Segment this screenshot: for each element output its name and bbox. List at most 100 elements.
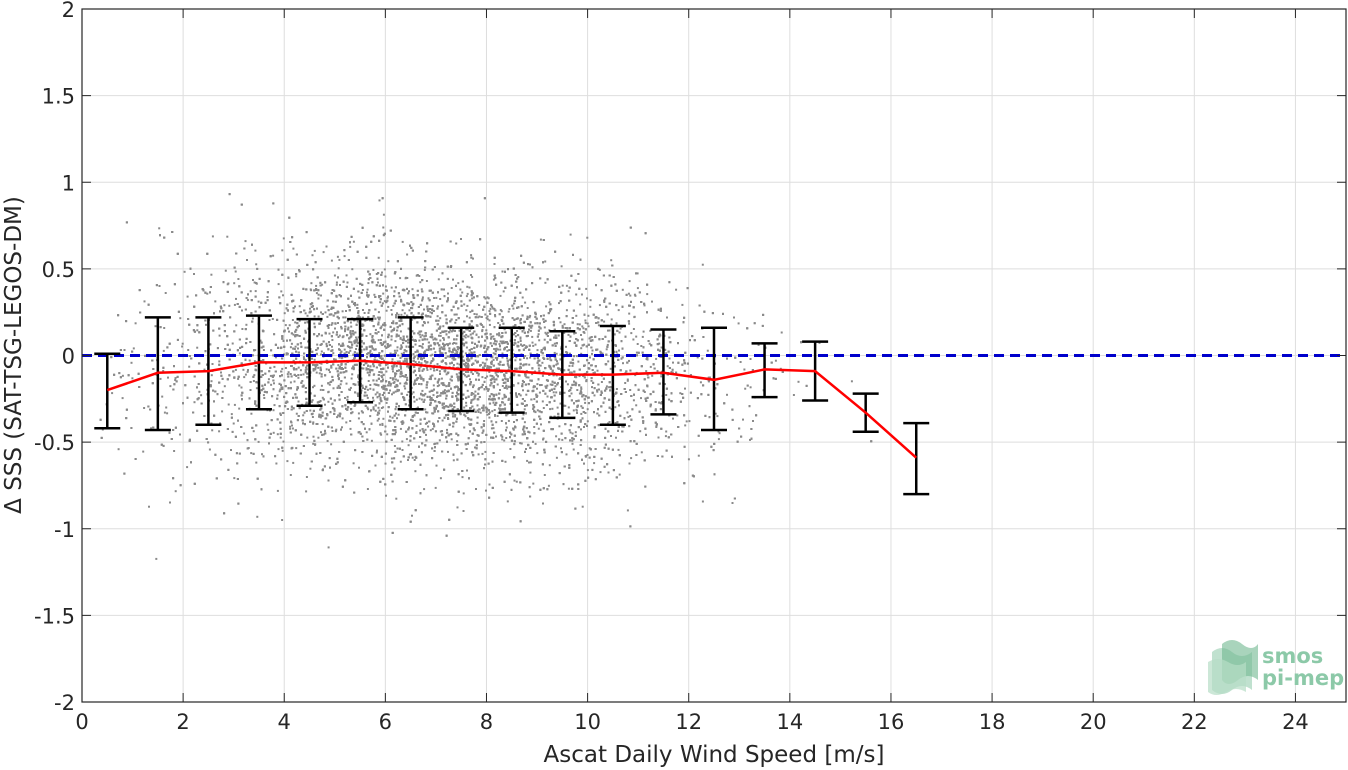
scatter-point	[276, 489, 279, 492]
scatter-point	[302, 414, 305, 417]
scatter-point	[343, 255, 346, 258]
scatter-point	[284, 324, 287, 327]
scatter-point	[587, 325, 590, 328]
scatter-point	[420, 313, 423, 316]
scatter-point	[445, 343, 448, 346]
scatter-point	[386, 296, 389, 299]
scatter-point	[305, 490, 308, 493]
scatter-point	[438, 370, 441, 373]
scatter-point	[456, 440, 459, 443]
scatter-point	[466, 389, 469, 392]
scatter-point	[394, 431, 397, 434]
scatter-point	[465, 309, 468, 312]
scatter-point	[607, 360, 610, 363]
scatter-point	[465, 346, 468, 349]
scatter-point	[424, 408, 427, 411]
scatter-point	[688, 420, 691, 423]
scatter-point	[354, 339, 357, 342]
scatter-point	[494, 315, 497, 318]
scatter-point	[621, 288, 624, 291]
scatter-point	[556, 406, 559, 409]
scatter-point	[490, 427, 493, 430]
scatter-point	[424, 428, 427, 431]
scatter-point	[462, 398, 464, 400]
scatter-point	[544, 281, 547, 284]
scatter-point	[394, 373, 397, 376]
scatter-point	[369, 384, 372, 386]
scatter-point	[589, 356, 591, 359]
scatter-point	[485, 329, 488, 332]
scatter-point	[580, 334, 582, 336]
scatter-point	[507, 397, 510, 400]
scatter-point	[583, 426, 585, 428]
scatter-point	[532, 344, 535, 347]
scatter-point	[419, 429, 422, 432]
scatter-point	[617, 448, 620, 451]
scatter-point	[576, 323, 579, 326]
scatter-point	[467, 418, 470, 421]
scatter-point	[393, 327, 396, 330]
scatter-point	[252, 430, 255, 433]
scatter-point	[319, 366, 322, 369]
scatter-point	[580, 352, 583, 355]
scatter-point	[517, 382, 520, 385]
scatter-point	[361, 289, 364, 291]
scatter-point	[487, 297, 490, 300]
scatter-point	[598, 268, 601, 271]
scatter-point	[437, 319, 440, 322]
scatter-point	[471, 275, 474, 278]
scatter-point	[381, 380, 384, 383]
scatter-point	[218, 360, 221, 363]
scatter-point	[533, 398, 536, 401]
scatter-point	[476, 409, 479, 412]
scatter-point	[606, 343, 609, 346]
scatter-point	[226, 283, 229, 286]
scatter-point	[289, 425, 292, 428]
scatter-point	[481, 361, 484, 364]
scatter-point	[251, 317, 254, 320]
scatter-point	[449, 378, 452, 381]
scatter-point	[429, 429, 432, 432]
scatter-point	[642, 330, 645, 333]
scatter-point	[400, 352, 403, 355]
scatter-point	[593, 371, 596, 374]
scatter-point	[218, 334, 221, 337]
scatter-point	[596, 348, 599, 351]
scatter-points	[99, 193, 873, 560]
scatter-point	[485, 489, 487, 492]
scatter-point	[541, 361, 544, 364]
scatter-point	[298, 305, 301, 308]
scatter-point	[472, 392, 475, 395]
scatter-point	[390, 338, 393, 341]
scatter-point	[486, 318, 489, 321]
scatter-point	[377, 256, 380, 259]
scatter-point	[297, 347, 299, 350]
scatter-point	[488, 319, 491, 322]
scatter-point	[465, 328, 468, 331]
scatter-point	[445, 363, 448, 366]
scatter-point	[465, 375, 468, 378]
scatter-point	[532, 482, 535, 485]
scatter-point	[418, 397, 421, 400]
scatter-point	[252, 380, 255, 382]
scatter-point	[395, 335, 398, 338]
scatter-point	[541, 374, 544, 377]
scatter-point	[614, 406, 617, 409]
scatter-point	[289, 427, 292, 430]
scatter-point	[350, 325, 353, 328]
scatter-point	[539, 364, 542, 367]
scatter-point	[506, 349, 509, 352]
scatter-point	[456, 348, 459, 351]
scatter-point	[503, 439, 506, 442]
scatter-point	[575, 409, 578, 412]
scatter-point	[431, 353, 434, 356]
scatter-point	[526, 315, 529, 318]
scatter-point	[542, 502, 544, 505]
scatter-point	[476, 345, 478, 348]
scatter-point	[605, 385, 608, 388]
scatter-point	[305, 476, 308, 478]
scatter-point	[477, 374, 480, 377]
scatter-point	[558, 302, 560, 305]
scatter-point	[411, 456, 414, 459]
scatter-point	[327, 400, 330, 403]
